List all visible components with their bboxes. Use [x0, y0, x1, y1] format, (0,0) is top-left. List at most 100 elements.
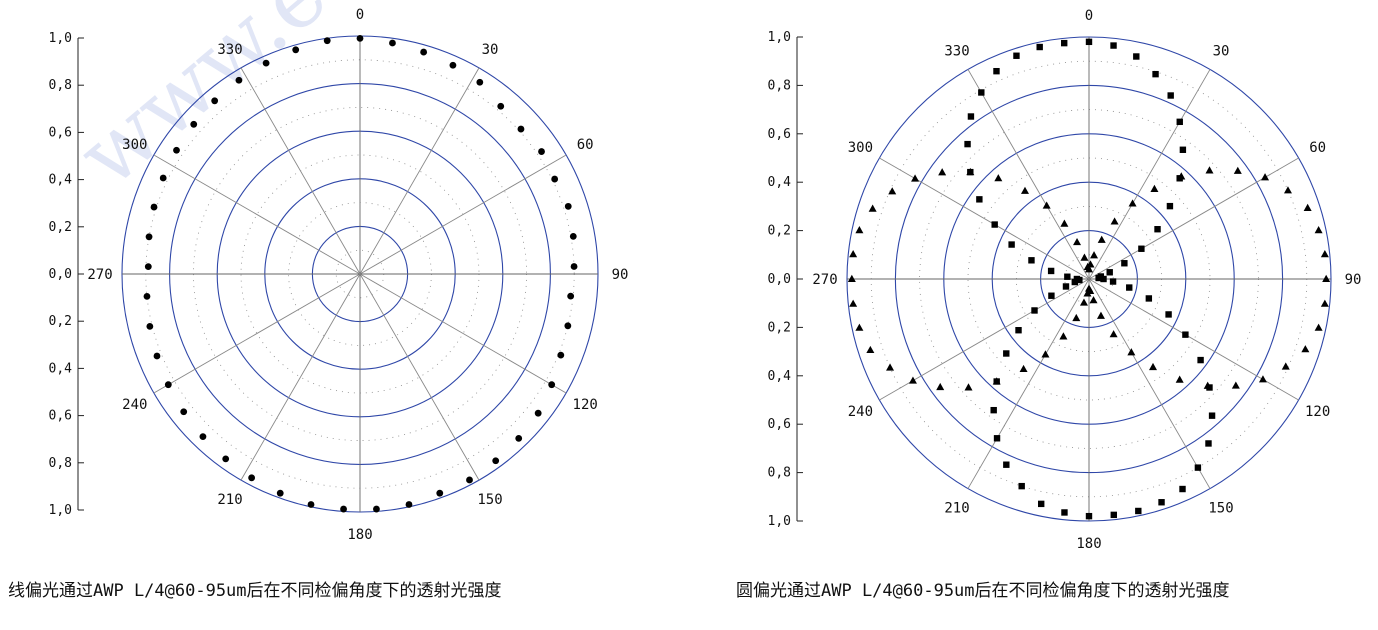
r-tick-label: 1,0 — [49, 503, 72, 518]
data-point — [1154, 226, 1161, 233]
data-point — [1109, 278, 1117, 285]
r-tick-label: 0,4 — [768, 369, 792, 384]
data-point — [1080, 253, 1089, 261]
data-point — [1177, 172, 1186, 180]
data-point — [993, 435, 1001, 442]
data-point — [1158, 499, 1165, 506]
data-point — [1135, 507, 1142, 515]
data-point — [1015, 327, 1022, 334]
angle-label: 210 — [944, 501, 969, 517]
data-point — [276, 489, 284, 497]
data-point — [1062, 283, 1070, 290]
r-tick-label: 0,0 — [768, 272, 791, 287]
data-point — [908, 376, 917, 384]
data-point — [990, 406, 997, 414]
data-point — [1205, 440, 1212, 447]
data-point — [190, 120, 198, 128]
r-tick-label: 1,0 — [768, 514, 791, 529]
data-point — [976, 196, 983, 203]
data-point — [1320, 250, 1329, 258]
polar-spoke — [1088, 278, 1211, 489]
data-point — [235, 76, 243, 84]
data-point — [159, 174, 167, 182]
r-tick-label: 0,8 — [49, 456, 72, 471]
data-point — [1314, 225, 1323, 234]
data-point — [966, 167, 975, 176]
data-point — [248, 474, 256, 482]
data-point — [1176, 118, 1183, 126]
data-point — [356, 34, 364, 42]
polar-spoke — [879, 157, 1090, 280]
data-point — [144, 263, 152, 271]
data-point — [964, 140, 971, 148]
data-point — [1003, 350, 1010, 357]
data-point — [849, 299, 858, 307]
r-tick-label: 0,6 — [49, 125, 72, 140]
data-point — [564, 322, 572, 330]
data-point — [1073, 237, 1082, 246]
data-point — [292, 46, 300, 54]
data-point — [1179, 485, 1186, 493]
caption-circular-polarization: 圆偏光通过AWP L/4@60-95um后在不同检偏角度下的透射光强度 — [736, 581, 1230, 601]
data-point — [1048, 292, 1055, 299]
data-point — [1150, 184, 1159, 192]
data-point — [964, 383, 973, 391]
polar-spoke — [967, 69, 1090, 280]
data-point — [1149, 362, 1158, 371]
data-point — [1109, 330, 1118, 338]
data-point — [1003, 461, 1010, 468]
r-tick-label: 0,0 — [49, 267, 72, 282]
polar-spoke — [359, 273, 480, 481]
data-point — [1085, 284, 1093, 292]
data-point — [1095, 274, 1102, 282]
data-point — [1110, 511, 1117, 519]
data-point — [476, 78, 484, 86]
data-point — [1152, 70, 1159, 78]
r-tick-label: 0,2 — [768, 320, 791, 335]
data-point — [564, 202, 572, 210]
polar-spoke — [967, 278, 1090, 489]
data-point — [405, 501, 413, 508]
r-tick-label: 0,6 — [768, 417, 791, 432]
data-point — [1028, 257, 1035, 264]
r-tick-label: 1,0 — [49, 31, 72, 46]
data-point — [1203, 381, 1212, 389]
angle-label: 210 — [217, 492, 242, 508]
data-point — [1110, 217, 1119, 225]
data-point — [1283, 186, 1292, 194]
data-point — [1303, 203, 1312, 211]
r-tick-label: 0,4 — [49, 361, 73, 376]
angle-label: 240 — [122, 397, 147, 413]
data-point — [1064, 273, 1071, 280]
angle-label: 270 — [87, 267, 112, 283]
data-point — [145, 233, 153, 241]
angle-label: 150 — [477, 492, 502, 508]
r-tick-label: 0,2 — [49, 220, 72, 235]
polar-spoke — [1088, 157, 1299, 280]
data-point — [551, 175, 559, 183]
angle-label: 30 — [1213, 43, 1230, 59]
angle-label: 30 — [482, 42, 499, 58]
data-point — [1090, 251, 1099, 259]
data-point — [307, 501, 315, 508]
angle-label: 180 — [1076, 536, 1101, 552]
data-point — [1019, 364, 1028, 373]
data-point — [466, 476, 473, 484]
angle-label: 90 — [612, 267, 629, 283]
angle-label: 120 — [1305, 404, 1330, 420]
data-point — [1096, 311, 1105, 319]
angle-label: 330 — [944, 43, 969, 59]
data-point — [164, 381, 172, 389]
data-point — [1031, 307, 1038, 314]
r-tick-label: 0,8 — [49, 78, 72, 93]
data-point — [911, 174, 920, 182]
data-point — [199, 433, 207, 441]
r-tick-label: 0,6 — [768, 127, 791, 142]
data-point — [888, 187, 897, 195]
data-point — [993, 67, 1000, 75]
data-point — [569, 232, 577, 240]
caption-linear-polarization: 线偏光通过AWP L/4@60-95um后在不同检偏角度下的透射光强度 — [8, 581, 502, 601]
data-point — [180, 408, 188, 416]
data-point — [1166, 202, 1174, 210]
